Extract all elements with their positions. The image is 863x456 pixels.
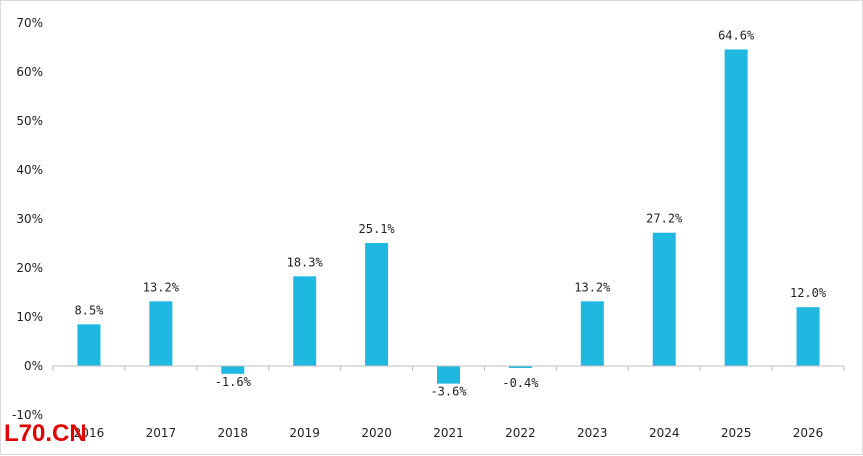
bar-2025 — [724, 49, 748, 367]
data-label: 18.3% — [287, 255, 324, 269]
bar-2020 — [365, 243, 389, 366]
bars — [77, 49, 820, 384]
y-tick-label: 0% — [24, 359, 43, 373]
bar-2016 — [77, 324, 101, 366]
x-tick-label: 2020 — [361, 426, 392, 440]
x-tick-label: 2025 — [721, 426, 752, 440]
x-tick-label: 2022 — [505, 426, 536, 440]
data-label: 64.6% — [718, 28, 755, 42]
x-tick-label: 2017 — [146, 426, 177, 440]
bar-2018 — [221, 366, 245, 374]
bar-2022 — [508, 366, 532, 368]
data-label: 13.2% — [143, 280, 180, 294]
y-tick-label: 20% — [16, 261, 43, 275]
data-label: 27.2% — [646, 212, 683, 226]
x-tick-label: 2021 — [433, 426, 464, 440]
data-label: -3.6% — [430, 385, 467, 399]
data-label: -1.6% — [215, 375, 252, 389]
y-tick-label: 50% — [16, 114, 43, 128]
data-label: 12.0% — [790, 286, 827, 300]
x-axis: 2016 2017 2018 2019 2020 2021 2022 2023 2024 2025… — [52, 365, 845, 440]
bar-2023 — [580, 301, 604, 366]
x-tick-label: 2019 — [289, 426, 320, 440]
x-tick-label: 2024 — [649, 426, 680, 440]
y-axis: -10% 0% 10% 20% 30% 40% 50% 60% 70% — [12, 16, 43, 422]
data-label: 13.2% — [574, 280, 611, 294]
y-tick-label: 70% — [16, 16, 43, 30]
y-tick-label: 40% — [16, 163, 43, 177]
y-tick-label: 60% — [16, 65, 43, 79]
bar-2017 — [149, 301, 173, 366]
bar-2026 — [796, 307, 820, 366]
data-label: 8.5% — [75, 303, 105, 317]
x-tick-label: 2023 — [577, 426, 608, 440]
data-labels: 8.5% 13.2% -1.6% 18.3% 25.1% -3.6% -0.4% 13.2% 2… — [75, 28, 827, 398]
data-label: 25.1% — [359, 222, 396, 236]
y-tick-label: 10% — [16, 310, 43, 324]
bar-2021 — [437, 366, 460, 384]
y-tick-label: -10% — [12, 408, 43, 422]
bar-2024 — [652, 232, 676, 366]
x-tick-label: 2018 — [217, 426, 248, 440]
data-label: -0.4% — [502, 376, 539, 390]
x-tick-label: 2026 — [793, 426, 824, 440]
y-tick-label: 30% — [16, 212, 43, 226]
x-tick-label: 2016 — [74, 426, 105, 440]
bar-2019 — [293, 276, 317, 366]
